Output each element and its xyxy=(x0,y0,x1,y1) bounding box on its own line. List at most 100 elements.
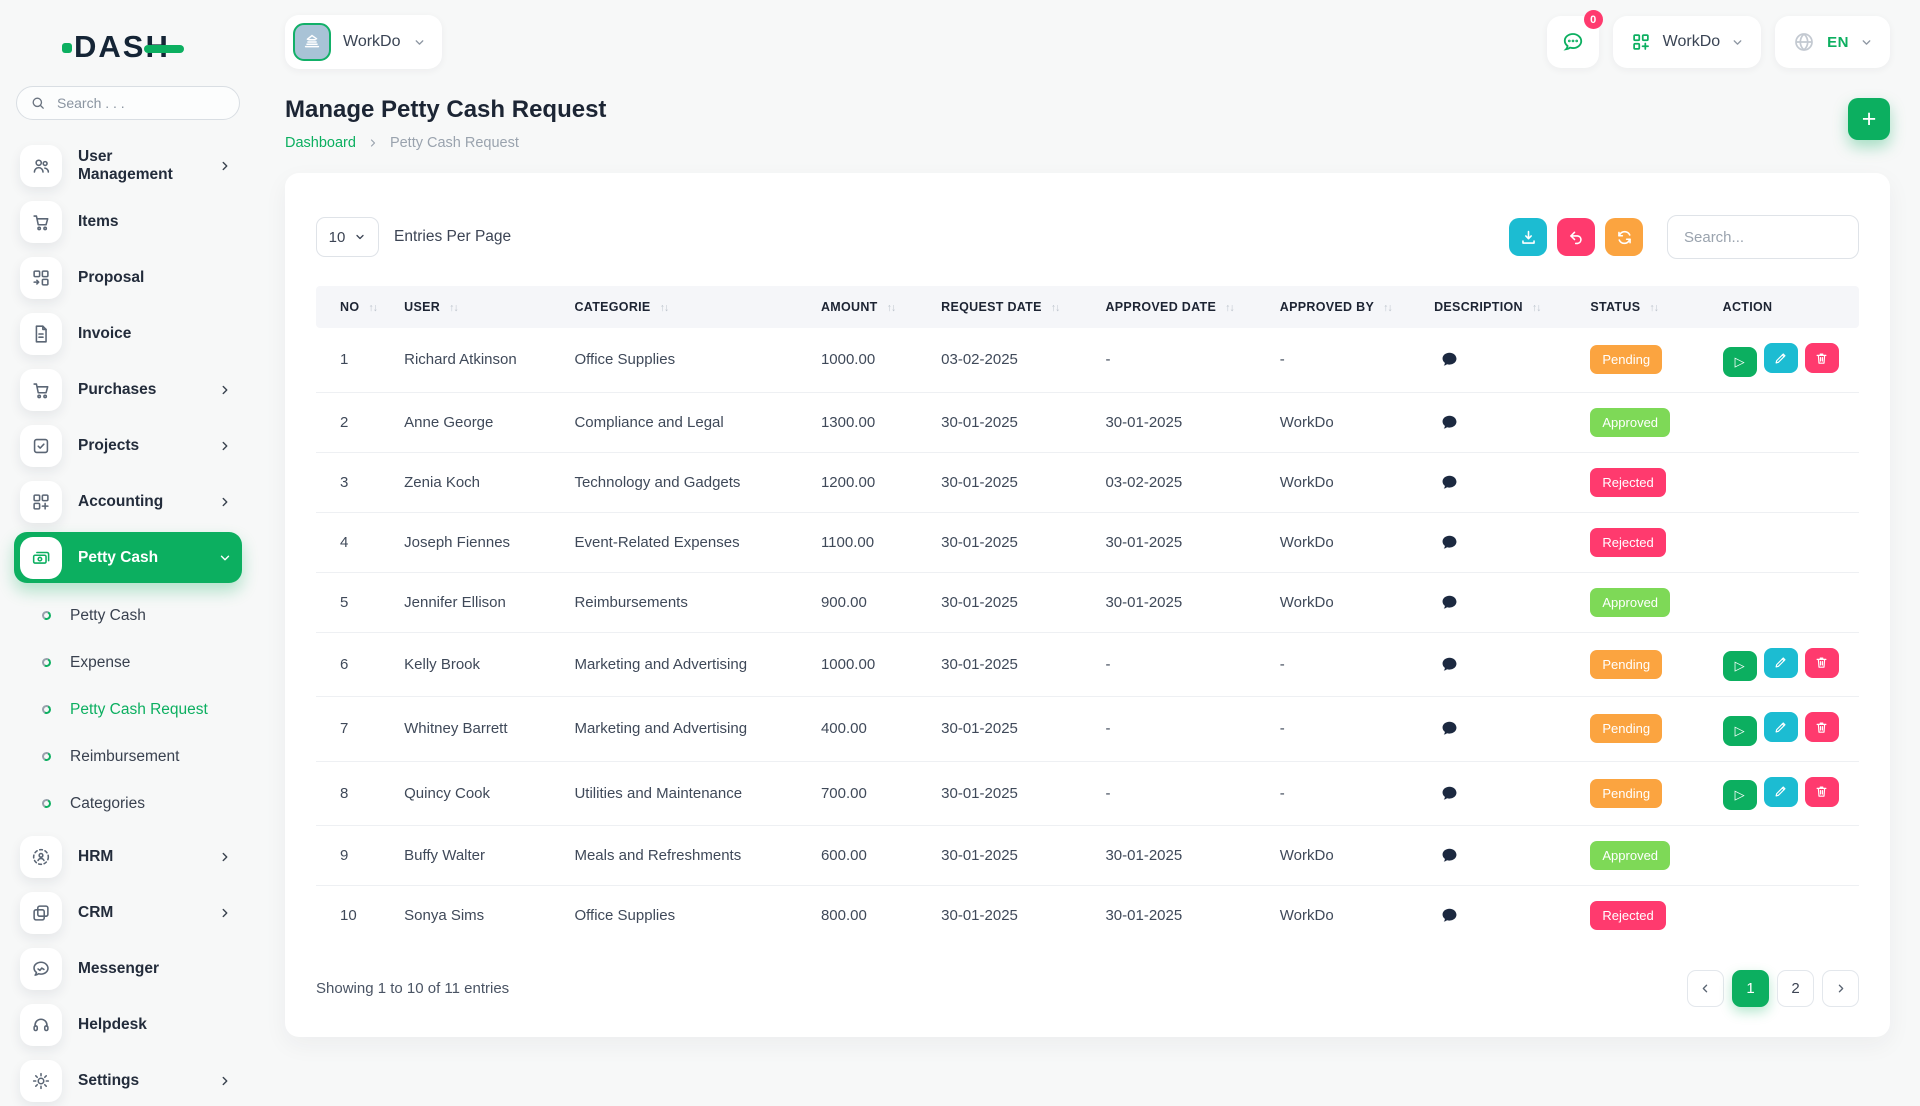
sidebar-search-input[interactable] xyxy=(55,94,226,112)
description-comment-button[interactable] xyxy=(1440,593,1459,612)
cell-approved-by: WorkDo xyxy=(1269,392,1425,453)
sidebar-item-settings[interactable]: Settings xyxy=(14,1055,242,1106)
edit-request-button[interactable] xyxy=(1763,712,1798,742)
description-comment-button[interactable] xyxy=(1440,846,1459,865)
delete-request-button[interactable] xyxy=(1804,647,1839,678)
sidebar-item-petty-cash[interactable]: Petty Cash xyxy=(14,532,242,583)
sidebar-item-accounting[interactable]: Accounting xyxy=(14,476,242,527)
column-header-categorie[interactable]: CATEGORIE ↑↓ xyxy=(564,286,811,328)
cell-action xyxy=(1712,572,1859,633)
sidebar-item-messenger[interactable]: Messenger xyxy=(14,943,242,994)
description-comment-button[interactable] xyxy=(1440,533,1459,552)
cell-amount: 1300.00 xyxy=(810,392,932,453)
refresh-button[interactable] xyxy=(1605,218,1643,256)
column-header-approved-date[interactable]: APPROVED DATE ↑↓ xyxy=(1095,286,1270,328)
sidebar-search[interactable] xyxy=(16,86,240,120)
delete-request-button[interactable] xyxy=(1804,776,1839,807)
showing-entries-text: Showing 1 to 10 of 11 entries xyxy=(316,980,510,997)
sidebar-item-purchases[interactable]: Purchases xyxy=(14,364,242,415)
cell-amount: 800.00 xyxy=(820,907,867,924)
description-comment-button[interactable] xyxy=(1440,473,1459,492)
pencil-icon xyxy=(1775,657,1786,668)
app-switcher-label: WorkDo xyxy=(1662,33,1721,50)
undo-button[interactable] xyxy=(1557,218,1595,256)
sidebar-subitem-petty-cash-request[interactable]: Petty Cash Request xyxy=(14,686,253,733)
sidebar-item-invoice[interactable]: Invoice xyxy=(14,308,242,359)
chat-icon xyxy=(1563,33,1582,51)
edit-request-button[interactable] xyxy=(1763,343,1798,373)
pagination-previous-button[interactable] xyxy=(1687,970,1724,1007)
sidebar-item-items[interactable]: Items xyxy=(14,196,242,247)
sidebar-item-projects[interactable]: Projects xyxy=(14,420,242,471)
edit-request-button[interactable] xyxy=(1763,647,1798,678)
column-header-status[interactable]: STATUS ↑↓ xyxy=(1580,286,1713,328)
trash-icon xyxy=(1816,786,1827,797)
page-title: Manage Petty Cash Request xyxy=(285,96,607,123)
workspace-selector[interactable]: WorkDo xyxy=(285,15,442,69)
description-comment-button[interactable] xyxy=(1440,413,1459,432)
sidebar-item-helpdesk[interactable]: Helpdesk xyxy=(14,999,242,1050)
cell-request-date: 30-01-2025 xyxy=(931,825,1096,886)
column-header-no[interactable]: NO ↑↓ xyxy=(316,286,395,328)
proposal-icon xyxy=(20,256,62,299)
breadcrumb-dashboard-link[interactable]: Dashboard xyxy=(285,135,356,151)
dash-logo[interactable]: DASH xyxy=(62,24,253,70)
sidebar-item-proposal[interactable]: Proposal xyxy=(14,252,242,303)
language-selector[interactable]: EN xyxy=(1775,16,1890,68)
pagination-page-2[interactable]: 2 xyxy=(1777,970,1814,1007)
sidebar-item-hrm[interactable]: HRM xyxy=(14,831,242,882)
delete-request-button[interactable] xyxy=(1804,343,1839,373)
description-comment-button[interactable] xyxy=(1440,719,1459,738)
description-comment-button[interactable] xyxy=(1440,350,1459,369)
pagination-page-1[interactable]: 1 xyxy=(1732,970,1769,1007)
table-search-input[interactable] xyxy=(1667,215,1859,259)
messages-button[interactable]: 0 xyxy=(1546,10,1603,68)
view-request-button[interactable]: ▷ xyxy=(1722,715,1757,746)
sidebar-subitem-expense[interactable]: Expense xyxy=(14,639,253,686)
topbar-actions: 0 WorkDo EN xyxy=(1546,10,1890,68)
add-petty-cash-request-button[interactable]: + xyxy=(1848,98,1890,140)
column-header-amount[interactable]: AMOUNT ↑↓ xyxy=(810,286,932,328)
sidebar-subitem-categories[interactable]: Categories xyxy=(14,780,253,827)
cell-categorie: Meals and Refreshments xyxy=(564,825,811,886)
cell-approved-by: WorkDo xyxy=(1269,512,1425,573)
sidebar-subitem-petty-cash[interactable]: Petty Cash xyxy=(14,592,253,639)
sidebar-item-user-management[interactable]: User Management xyxy=(14,140,242,191)
export-download-button[interactable] xyxy=(1509,218,1547,256)
sidebar-subitem-reimbursement[interactable]: Reimbursement xyxy=(14,733,253,780)
view-request-button[interactable]: ▷ xyxy=(1722,346,1757,377)
cell-user: Jennifer Ellison xyxy=(394,572,565,633)
column-header-request-date[interactable]: REQUEST DATE ↑↓ xyxy=(931,286,1096,328)
column-header-description[interactable]: DESCRIPTION ↑↓ xyxy=(1424,286,1581,328)
cell-approved-by: WorkDo xyxy=(1279,907,1334,924)
description-comment-button[interactable] xyxy=(1440,906,1459,925)
cell-user: Buffy Walter xyxy=(394,825,565,886)
edit-request-button[interactable] xyxy=(1763,776,1798,807)
cell-action: ▷ xyxy=(1712,761,1859,826)
pagination-next-button[interactable] xyxy=(1822,970,1859,1007)
messenger-icon xyxy=(20,947,62,990)
entries-per-page-label: Entries Per Page xyxy=(394,228,512,245)
cell-approved-date: 30-01-2025 xyxy=(1095,825,1270,886)
bullet-icon xyxy=(40,703,53,716)
description-comment-button[interactable] xyxy=(1440,784,1459,803)
cell-action xyxy=(1712,512,1859,573)
workspace-name: WorkDo xyxy=(343,33,401,50)
delete-request-button[interactable] xyxy=(1804,712,1839,742)
chevron-down-icon xyxy=(1860,36,1873,49)
app-switcher[interactable]: WorkDo xyxy=(1612,16,1762,68)
view-request-button[interactable]: ▷ xyxy=(1722,651,1757,681)
view-request-button[interactable]: ▷ xyxy=(1722,780,1757,810)
comment-bubble-icon xyxy=(1442,353,1457,366)
table-toolbar-actions xyxy=(1509,215,1859,259)
column-header-user[interactable]: USER ↑↓ xyxy=(394,286,565,328)
cell-action xyxy=(1712,452,1859,513)
entries-per-page-select[interactable]: 10 xyxy=(316,217,379,257)
cell-approved-date: 30-01-2025 xyxy=(1105,907,1183,924)
sidebar-item-crm[interactable]: CRM xyxy=(14,887,242,938)
table-row: 9 Buffy Walter Meals and Refreshments 600.0… xyxy=(316,825,1859,886)
cell-categorie: Event-Related Expenses xyxy=(564,512,811,573)
column-header-approved-by[interactable]: APPROVED BY ↑↓ xyxy=(1269,286,1425,328)
play-icon: ▷ xyxy=(1734,658,1745,673)
description-comment-button[interactable] xyxy=(1440,655,1459,674)
